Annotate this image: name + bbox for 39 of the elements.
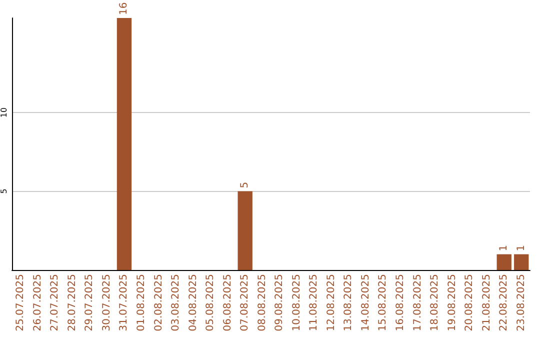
x-tick-label: 02.08.2025 bbox=[153, 274, 164, 332]
x-tick-label: 21.08.2025 bbox=[481, 274, 492, 332]
data-label: 1 bbox=[498, 244, 510, 252]
x-tick-label: 13.08.2025 bbox=[343, 274, 354, 332]
x-tick-label: 18.08.2025 bbox=[430, 274, 441, 332]
x-tick-label: 20.08.2025 bbox=[464, 274, 476, 332]
x-tick-label: 28.07.2025 bbox=[66, 274, 78, 332]
data-label: 5 bbox=[240, 182, 251, 188]
x-tick-label: 26.07.2025 bbox=[32, 274, 44, 332]
x-tick-label: 12.08.2025 bbox=[326, 274, 337, 332]
data-label: 1 bbox=[516, 244, 527, 252]
data-label: 16 bbox=[118, 2, 130, 15]
x-tick-label: 27.07.2025 bbox=[50, 274, 61, 332]
x-tick-label: 05.08.2025 bbox=[205, 274, 216, 332]
bar bbox=[238, 191, 252, 270]
bar bbox=[496, 254, 512, 270]
x-tick-label: 08.08.2025 bbox=[256, 274, 268, 332]
x-tick-label: 07.08.2025 bbox=[240, 274, 251, 332]
x-tick-label: 04.08.2025 bbox=[188, 274, 199, 332]
x-tick-label: 22.08.2025 bbox=[498, 274, 510, 332]
x-tick-label: 16.08.2025 bbox=[395, 274, 406, 332]
x-tick-label: 25.07.2025 bbox=[15, 274, 26, 332]
x-tick-label: 30.07.2025 bbox=[101, 274, 112, 332]
x-tick-label: 23.08.2025 bbox=[516, 274, 527, 332]
y-tick-label: 10 bbox=[0, 107, 8, 118]
x-tick-label: 10.08.2025 bbox=[291, 274, 302, 332]
x-tick-label: 06.08.2025 bbox=[222, 274, 234, 332]
x-tick-label: 03.08.2025 bbox=[170, 274, 182, 332]
bar bbox=[116, 18, 132, 270]
x-tick-label: 15.08.2025 bbox=[378, 274, 389, 332]
x-tick-label: 01.08.2025 bbox=[136, 274, 147, 332]
x-tick-label: 29.07.2025 bbox=[84, 274, 96, 332]
x-tick-label: 11.08.2025 bbox=[308, 274, 320, 332]
x-tick-label: 17.08.2025 bbox=[412, 274, 424, 332]
x-tick-label: 14.08.2025 bbox=[360, 274, 372, 332]
x-tick-label: 09.08.2025 bbox=[274, 274, 286, 332]
x-tick-label: 31.07.2025 bbox=[118, 274, 130, 332]
bar bbox=[514, 254, 529, 270]
x-tick-label: 19.08.2025 bbox=[446, 274, 458, 332]
